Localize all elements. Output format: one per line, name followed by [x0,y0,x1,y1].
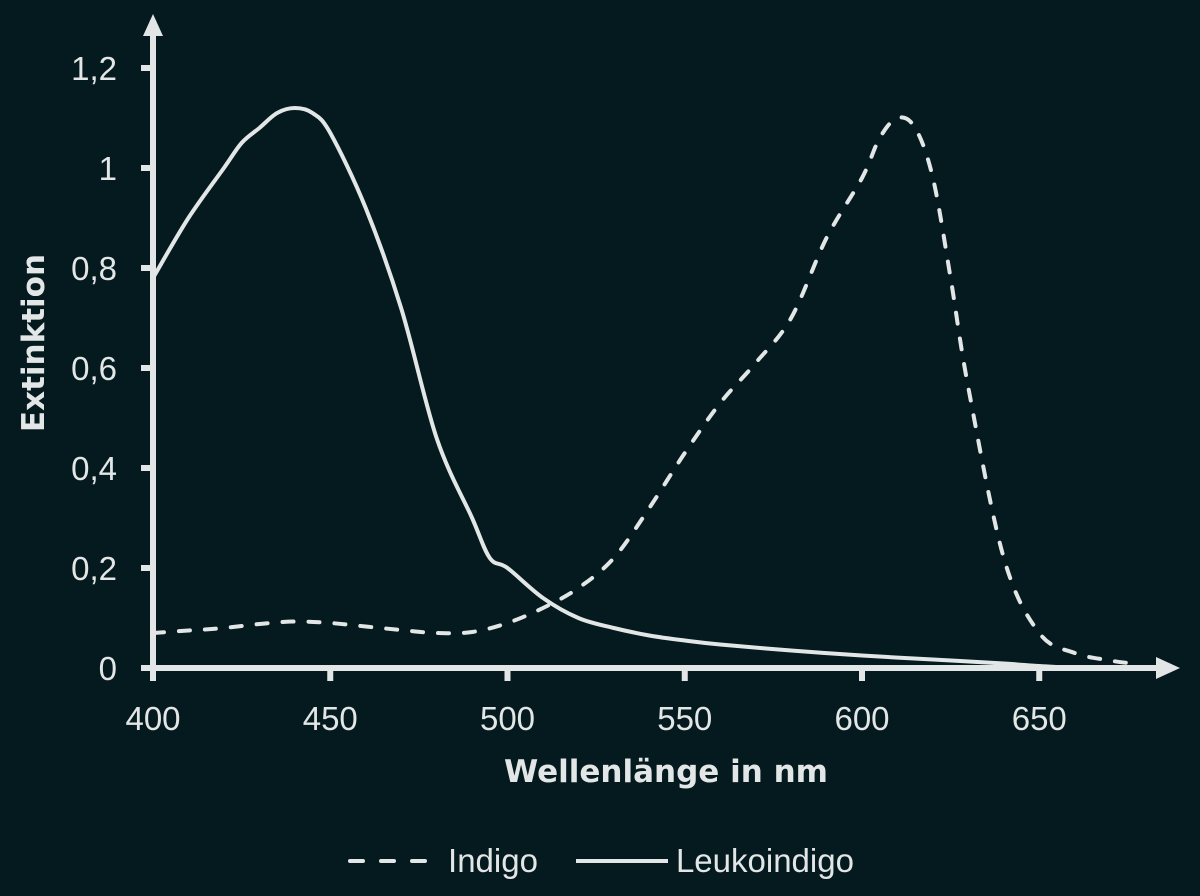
y-tick-label: 1 [99,150,117,187]
x-axis-title: Wellenlänge in nm [504,754,828,790]
legend-label-indigo: Indigo [448,842,538,879]
x-tick-label: 500 [480,700,535,737]
x-tick-label: 450 [303,700,358,737]
legend-label-leukoindigo: Leukoindigo [675,842,854,879]
x-tick-label: 600 [834,700,889,737]
x-axis-arrow-icon [1156,657,1180,679]
y-tick-label: 0,6 [71,350,117,387]
legend-item-leukoindigo: Leukoindigo [574,842,854,880]
legend-item-indigo: Indigo [346,842,538,880]
x-axis [141,657,1180,679]
legend: Indigo Leukoindigo [0,836,1200,886]
x-tick-label: 650 [1012,700,1067,737]
y-axis [143,14,163,680]
y-ticks: 0 0,2 0,4 0,6 0,8 1 1,2 [71,50,153,687]
series-leukoindigo-line [151,105,1077,670]
y-tick-label: 0,2 [71,550,117,587]
dashed-line-icon [348,859,441,863]
y-axis-arrow-icon [143,14,163,36]
x-tick-label: 550 [657,700,712,737]
y-tick-label: 0,8 [71,250,117,287]
y-tick-label: 1,2 [71,50,117,87]
series-indigo-line [151,115,1130,665]
y-axis-title: Extinktion [16,254,52,432]
x-ticks: 400 450 500 550 600 650 [125,668,1067,737]
x-tick-label: 400 [125,700,180,737]
y-tick-label: 0 [99,650,117,687]
y-tick-label: 0,4 [71,450,117,487]
solid-line-icon [575,859,668,863]
